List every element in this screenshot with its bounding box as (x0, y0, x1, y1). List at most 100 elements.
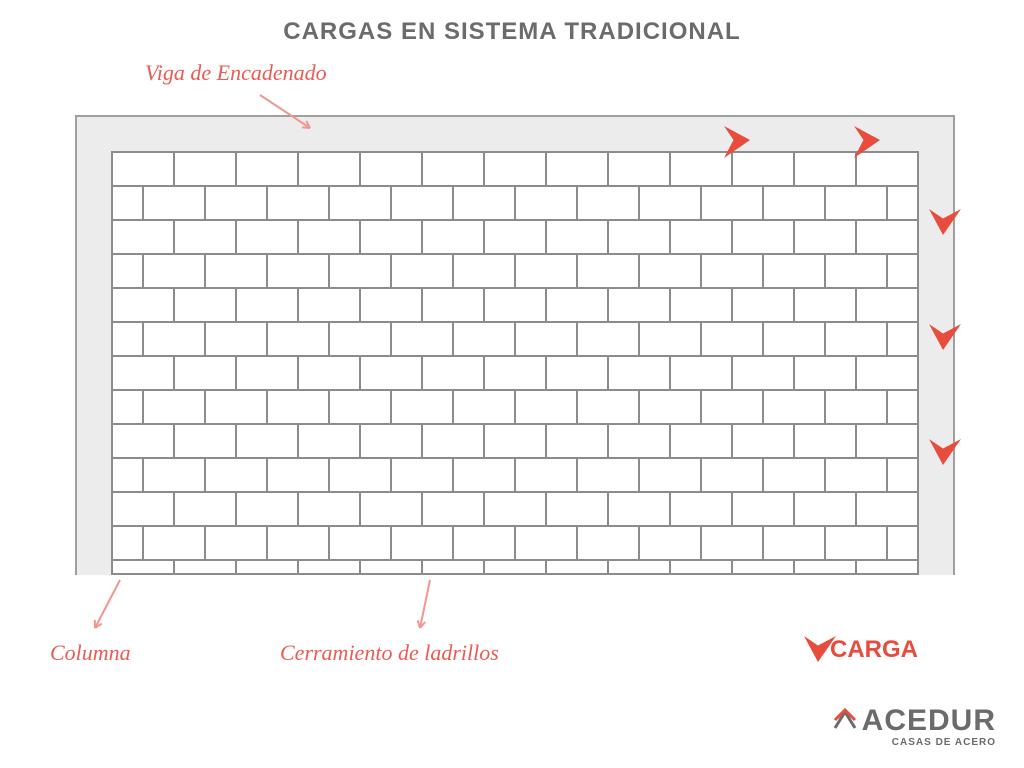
brick (578, 255, 640, 287)
brick (361, 357, 423, 389)
brick (175, 425, 237, 457)
brick (671, 289, 733, 321)
brick (485, 425, 547, 457)
brick (764, 323, 826, 355)
brick (826, 187, 888, 219)
brick-wall (111, 151, 919, 575)
brick (795, 493, 857, 525)
brick (206, 459, 268, 491)
brick (144, 391, 206, 423)
brick (702, 255, 764, 287)
brick (609, 221, 671, 253)
brick (671, 425, 733, 457)
annotation-columna: Columna (50, 640, 131, 666)
brick (516, 459, 578, 491)
brick (330, 527, 392, 559)
brick (268, 391, 330, 423)
brick (237, 493, 299, 525)
brick-row (113, 425, 917, 459)
brick (330, 255, 392, 287)
brick (764, 187, 826, 219)
brick (888, 255, 919, 287)
brick (299, 289, 361, 321)
brick (733, 221, 795, 253)
brick (113, 493, 175, 525)
brick (423, 289, 485, 321)
brick (795, 289, 857, 321)
brick (237, 221, 299, 253)
brick-row (111, 323, 917, 357)
load-arrow-right-0 (720, 122, 762, 164)
brick (206, 527, 268, 559)
brick (144, 187, 206, 219)
brick-row (113, 221, 917, 255)
brick (392, 459, 454, 491)
brick (516, 527, 578, 559)
brick (733, 493, 795, 525)
brick (454, 255, 516, 287)
brick (299, 357, 361, 389)
brick (111, 187, 144, 219)
brick (175, 561, 237, 575)
diagram-title: CARGAS EN SISTEMA TRADICIONAL (0, 18, 1024, 46)
brick-row (113, 493, 917, 527)
brick (392, 527, 454, 559)
brick (516, 255, 578, 287)
brick (144, 255, 206, 287)
brick (144, 527, 206, 559)
brick (857, 425, 919, 457)
brick (299, 493, 361, 525)
brick (888, 459, 919, 491)
brick (826, 459, 888, 491)
brick (111, 323, 144, 355)
brick (547, 561, 609, 575)
brick (299, 425, 361, 457)
brick-row (113, 357, 917, 391)
brick (888, 527, 919, 559)
brick (175, 493, 237, 525)
brick (268, 323, 330, 355)
brick (206, 323, 268, 355)
brick (547, 289, 609, 321)
brick (454, 187, 516, 219)
brick (485, 289, 547, 321)
brick (764, 527, 826, 559)
brick (609, 425, 671, 457)
annotation-ladrillos: Cerramiento de ladrillos (280, 640, 499, 666)
brick (330, 323, 392, 355)
brick-row (113, 289, 917, 323)
brick (795, 425, 857, 457)
brick (485, 221, 547, 253)
brick (423, 221, 485, 253)
brick (733, 289, 795, 321)
brick (609, 493, 671, 525)
annotation-viga: Viga de Encadenado (145, 60, 327, 86)
brick (206, 391, 268, 423)
brick (299, 561, 361, 575)
brick (702, 187, 764, 219)
load-arrow-down-1 (925, 320, 967, 362)
brick (330, 187, 392, 219)
brick (423, 357, 485, 389)
brick (175, 357, 237, 389)
brick (144, 459, 206, 491)
brick-row (113, 153, 917, 187)
brick (702, 459, 764, 491)
brick (857, 561, 919, 575)
brick (640, 187, 702, 219)
brick (702, 323, 764, 355)
brick (268, 527, 330, 559)
brick (423, 153, 485, 185)
legend-label: CARGA (830, 636, 918, 664)
load-arrow-down-0 (925, 205, 967, 247)
logo-text: ACEDUR (862, 704, 996, 737)
brick (237, 561, 299, 575)
brick (237, 289, 299, 321)
brick (795, 153, 857, 185)
brick-row (111, 187, 917, 221)
brick (702, 527, 764, 559)
brick (454, 459, 516, 491)
brick (330, 391, 392, 423)
brick (640, 459, 702, 491)
brick (578, 187, 640, 219)
